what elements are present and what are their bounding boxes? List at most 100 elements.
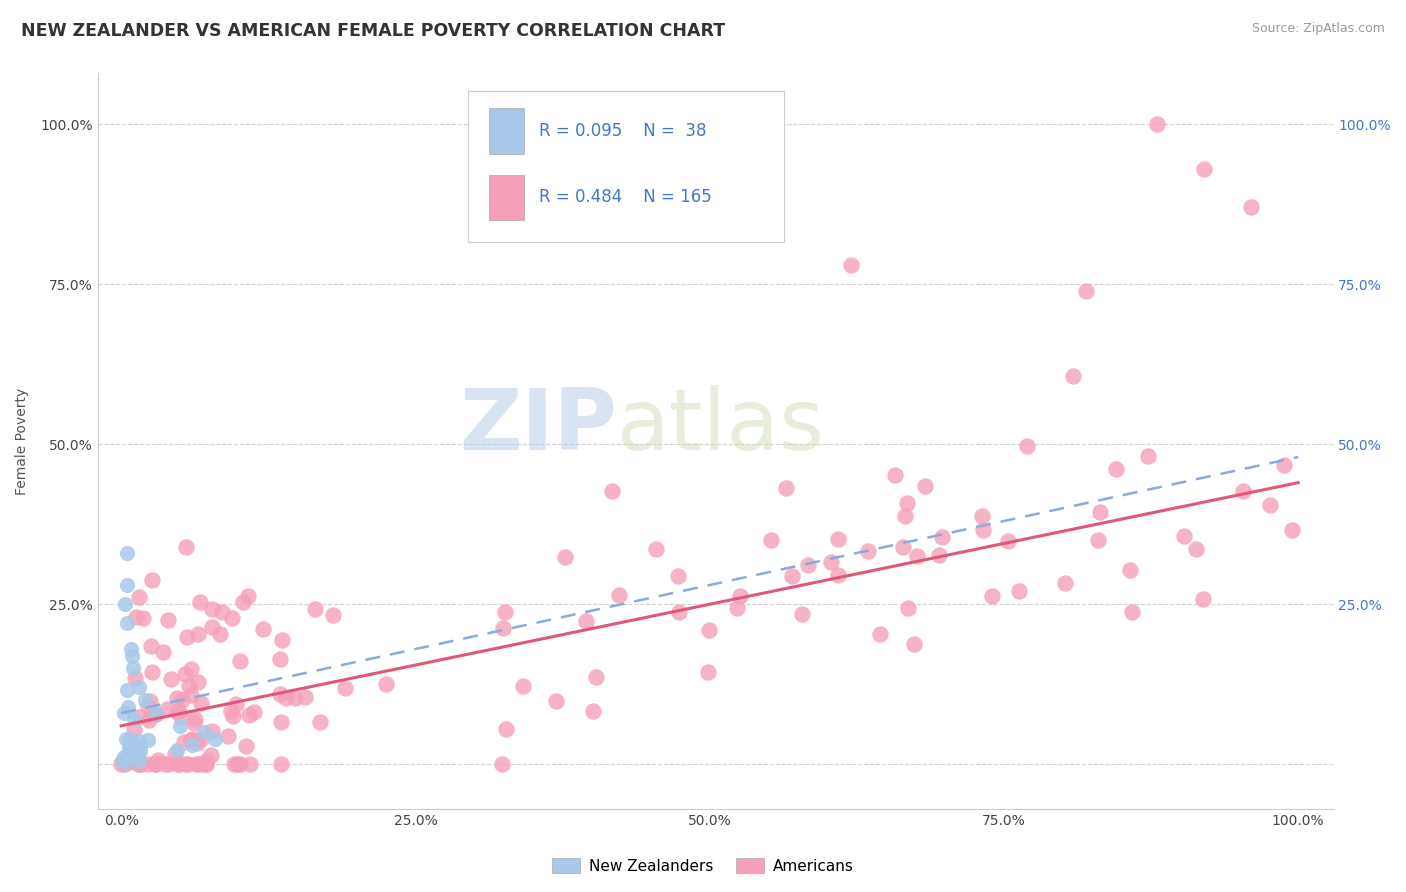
Point [1053,575,1076,590]
Point [725,601,748,615]
Point [201,620,224,634]
Point [132,611,155,625]
Point [1121,605,1143,619]
Point [180,738,202,752]
Point [600,483,623,498]
Point [176,756,198,771]
Point [294,690,316,704]
Point [183,715,205,730]
Point [156,701,179,715]
Legend: New Zealanders, Americans: New Zealanders, Americans [546,852,860,880]
Point [167,756,190,771]
Point [1240,201,1263,215]
Point [544,694,567,708]
Point [145,756,167,771]
Point [134,693,156,707]
Point [128,756,150,771]
Point [575,614,598,628]
Point [129,756,152,771]
Point [780,569,803,583]
Point [839,258,862,272]
Point [124,610,146,624]
Point [138,713,160,727]
Point [554,549,576,564]
Point [186,756,208,771]
Point [201,724,224,739]
Point [1008,583,1031,598]
Point [145,706,167,721]
Point [136,733,159,747]
Point [645,541,668,556]
Point [136,756,159,771]
Point [166,690,188,705]
Text: atlas: atlas [617,384,825,467]
Point [118,739,141,754]
Point [195,756,218,771]
Point [856,543,879,558]
Point [195,753,218,767]
Point [239,756,262,771]
Point [128,739,150,754]
Point [585,670,607,684]
Point [121,740,143,755]
Point [195,756,218,771]
Point [145,706,167,720]
Point [775,482,797,496]
Point [309,714,332,729]
Point [187,756,209,771]
Point [997,533,1019,548]
Point [208,627,231,641]
Point [970,509,993,524]
Point [200,747,222,762]
Point [980,589,1002,603]
Point [322,608,344,623]
Point [204,731,226,746]
Point [167,756,190,771]
Point [122,723,145,738]
Point [1062,368,1084,383]
Point [128,681,150,695]
Point [896,496,918,510]
Point [728,589,751,603]
Point [157,756,180,771]
Point [375,677,398,691]
Point [1119,563,1142,577]
Text: Source: ZipAtlas.com: Source: ZipAtlas.com [1251,22,1385,36]
Point [274,690,297,705]
Point [931,530,953,544]
Y-axis label: Female Poverty: Female Poverty [15,387,30,495]
Point [827,532,849,546]
Point [124,739,146,753]
Point [124,713,146,727]
Point [827,568,849,582]
Point [188,595,211,609]
Point [120,743,142,757]
Point [129,743,152,757]
Point [165,747,187,761]
Point [494,605,516,619]
Point [122,661,145,675]
Point [333,681,356,695]
Point [121,742,143,756]
FancyBboxPatch shape [468,91,783,243]
Point [112,750,135,764]
Point [271,633,294,648]
Point [176,630,198,644]
Point [1090,505,1112,519]
Point [127,756,149,771]
Point [796,558,818,572]
Point [270,715,292,730]
Point [167,704,190,718]
Point [141,573,163,587]
Point [235,739,257,753]
Point [928,548,950,562]
Point [118,754,141,768]
Point [491,756,513,771]
Point [1281,524,1303,538]
Point [115,578,138,592]
Point [1191,592,1213,607]
Point [114,756,136,771]
Point [115,616,138,631]
Point [217,730,239,744]
Point [1105,461,1128,475]
